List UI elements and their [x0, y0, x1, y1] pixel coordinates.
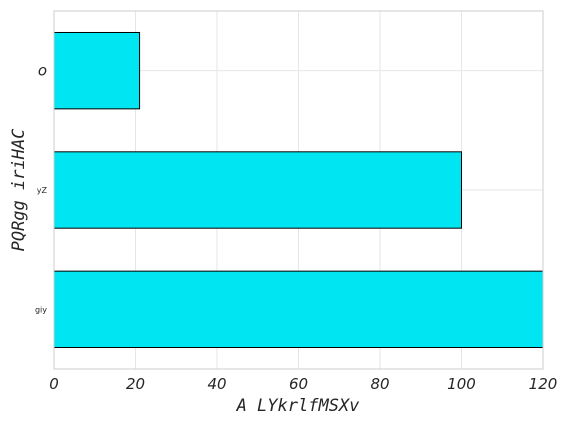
- x-tick-label: 80: [370, 375, 389, 393]
- y-tick-label: giy: [35, 305, 47, 314]
- y-tick-labels: o yZ giy: [35, 62, 48, 315]
- y-tick-label: o: [38, 62, 47, 80]
- x-tick-label: 20: [126, 375, 145, 393]
- y-axis-label: PQRgg iriHAC: [9, 128, 29, 252]
- x-tick-label: 60: [289, 375, 308, 393]
- bar-o: [53, 31, 141, 110]
- x-tick-label: 40: [207, 375, 226, 393]
- x-tick-labels: 0 20 40 60 80 100 120: [49, 375, 557, 393]
- bar-giy: [53, 270, 544, 349]
- x-tick-label: 100: [447, 375, 476, 393]
- bar-yZ: [53, 151, 462, 229]
- y-tick-label: yZ: [37, 186, 48, 195]
- plot-frame: [53, 10, 544, 370]
- x-tick-label: 0: [49, 375, 59, 393]
- bars: [53, 31, 544, 349]
- x-tick-label: 120: [529, 375, 558, 393]
- x-axis-label: A LYkrlfMSXv: [236, 396, 361, 416]
